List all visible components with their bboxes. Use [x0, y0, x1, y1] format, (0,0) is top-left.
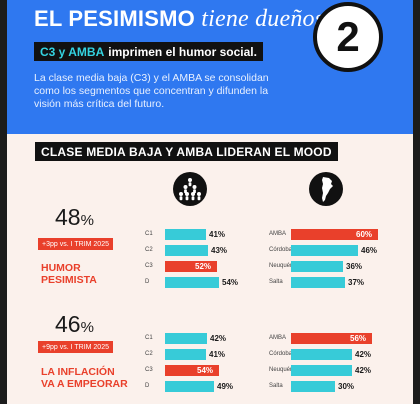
stat-value-2: 46%	[55, 311, 94, 338]
category-label: C1	[145, 335, 153, 341]
stat-change-badge-2: +9pp vs. I TRIM 2025	[38, 341, 113, 353]
category-label: AMBA	[269, 231, 287, 237]
bar	[291, 349, 352, 360]
category-label: C2	[145, 247, 153, 253]
category-label: Neuquén	[269, 263, 294, 269]
subtitle-highlight: C3 y AMBA	[40, 44, 105, 59]
data-label: 42%	[355, 366, 372, 375]
data-label: 54%	[197, 366, 214, 375]
category-label: Salta	[269, 279, 283, 285]
category-label: AMBA	[269, 335, 287, 341]
title-italic: tiene dueños:	[201, 6, 333, 32]
data-label: 46%	[361, 246, 378, 255]
section-title-box: CLASE MEDIA BAJA Y AMBA LIDERAN EL MOOD	[35, 142, 338, 161]
data-label: 42%	[210, 334, 227, 343]
data-label: 41%	[209, 230, 226, 239]
stat-label-line-1: LA INFLACIÓN	[41, 366, 115, 378]
category-label: C2	[145, 351, 153, 357]
subtitle-box: C3 y AMBA imprimen el humor social.	[34, 42, 263, 61]
page-title: EL PESIMISMO tiene dueños:	[34, 6, 332, 33]
infographic: EL PESIMISMO tiene dueños: 2 C3 y AMBA i…	[7, 0, 413, 404]
header-banner: EL PESIMISMO tiene dueños: 2 C3 y AMBA i…	[7, 0, 413, 134]
data-label: 42%	[355, 350, 372, 359]
number-badge: 2	[313, 2, 383, 72]
bar	[291, 381, 335, 392]
data-label: 41%	[209, 350, 226, 359]
category-label: Neuquén	[269, 367, 294, 373]
bar	[165, 277, 219, 288]
stat-value-1: 48%	[55, 204, 94, 231]
bar	[165, 229, 206, 240]
data-label: 49%	[217, 382, 234, 391]
data-label: 60%	[356, 230, 373, 239]
bar	[165, 245, 208, 256]
data-label: 30%	[338, 382, 355, 391]
stat-unit: %	[80, 319, 94, 336]
argentina-map-icon	[309, 172, 343, 206]
bar	[165, 349, 206, 360]
stat-label-line-2: VA A EMPEORAR	[41, 378, 128, 390]
stat-label-2: LA INFLACIÓN VA A EMPEORAR	[41, 366, 128, 390]
bar	[165, 333, 207, 344]
category-label: Córdoba	[269, 247, 293, 253]
stat-label-line-1: HUMOR	[41, 262, 81, 274]
bar-highlighted	[165, 365, 219, 376]
stat-change-badge-1: +3pp vs. I TRIM 2025	[38, 238, 113, 250]
data-label: 54%	[222, 278, 239, 287]
category-label: D	[145, 383, 150, 389]
subtitle-rest: imprimen el humor social.	[108, 44, 257, 59]
category-label: Salta	[269, 383, 283, 389]
stat-unit: %	[80, 212, 94, 229]
bar-highlighted	[291, 229, 378, 240]
bar	[291, 245, 358, 256]
data-label: 37%	[348, 278, 365, 287]
bar	[291, 277, 345, 288]
bar	[291, 365, 352, 376]
category-label: C3	[145, 263, 153, 269]
bar	[291, 261, 343, 272]
description: La clase media baja (C3) y el AMBA se co…	[34, 72, 269, 110]
category-label: D	[145, 279, 150, 285]
stat-number: 46	[55, 311, 81, 337]
category-label: Córdoba	[269, 351, 293, 357]
stat-label-1: HUMOR PESIMISTA	[41, 262, 97, 286]
title-bold: EL PESIMISMO	[34, 6, 195, 31]
category-label: C3	[145, 367, 153, 373]
people-pyramid-icon	[173, 172, 207, 206]
data-label: 43%	[211, 246, 228, 255]
data-label: 36%	[346, 262, 363, 271]
number-badge-value: 2	[336, 13, 360, 60]
bar-highlighted	[165, 261, 217, 272]
bar-highlighted	[291, 333, 372, 344]
data-label: 52%	[195, 262, 212, 271]
data-label: 56%	[350, 334, 367, 343]
section-title: CLASE MEDIA BAJA Y AMBA LIDERAN EL MOOD	[41, 144, 332, 159]
stat-number: 48	[55, 204, 81, 230]
bar	[165, 381, 214, 392]
stat-label-line-2: PESIMISTA	[41, 274, 97, 286]
category-label: C1	[145, 231, 153, 237]
